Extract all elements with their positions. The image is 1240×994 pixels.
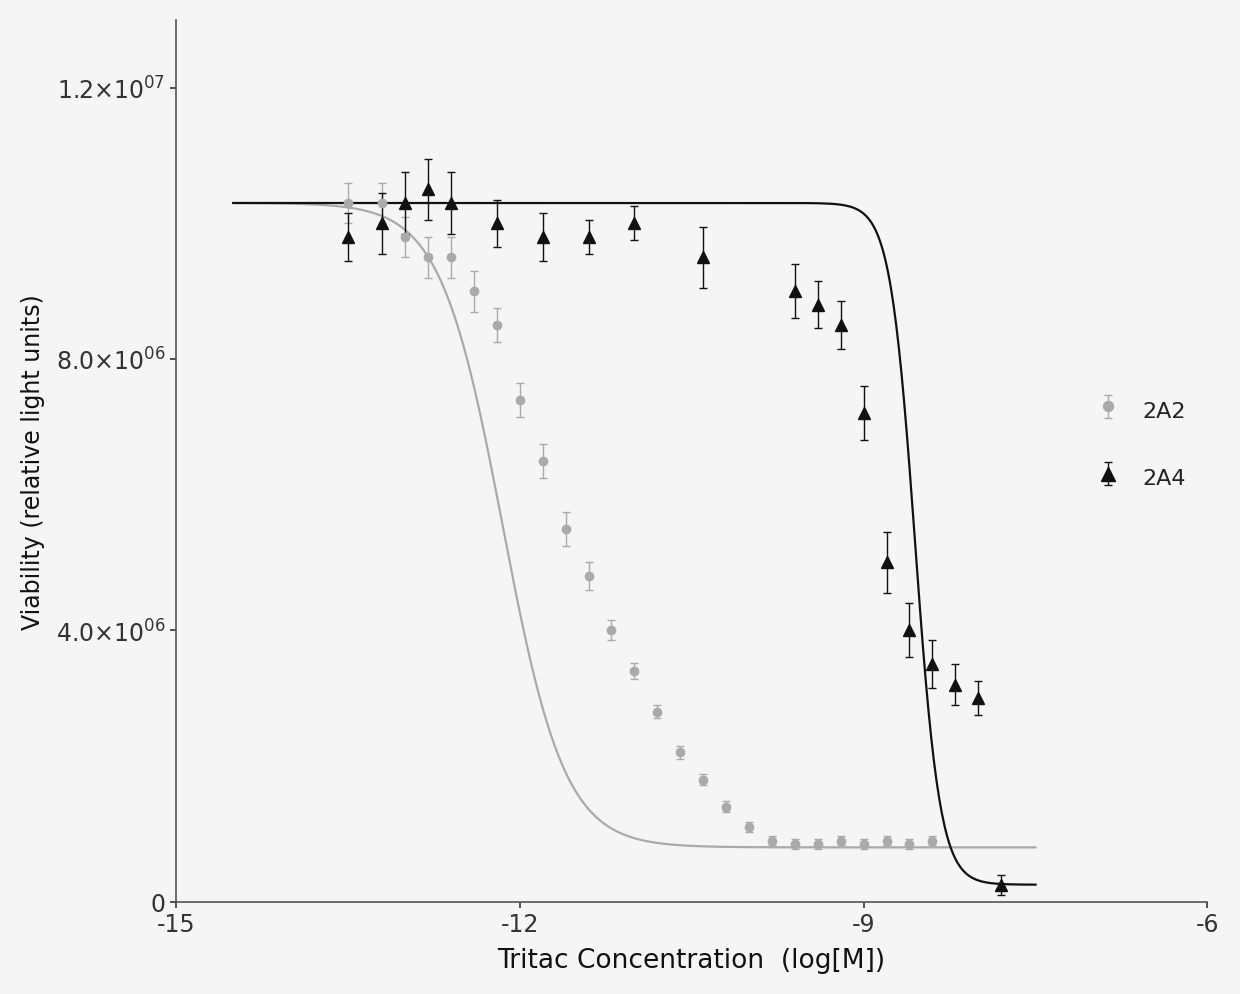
Y-axis label: Viability (relative light units): Viability (relative light units) <box>21 293 45 629</box>
Legend: 2A2, 2A4: 2A2, 2A4 <box>1091 397 1185 491</box>
X-axis label: Tritac Concentration  (log[M]): Tritac Concentration (log[M]) <box>497 947 885 973</box>
